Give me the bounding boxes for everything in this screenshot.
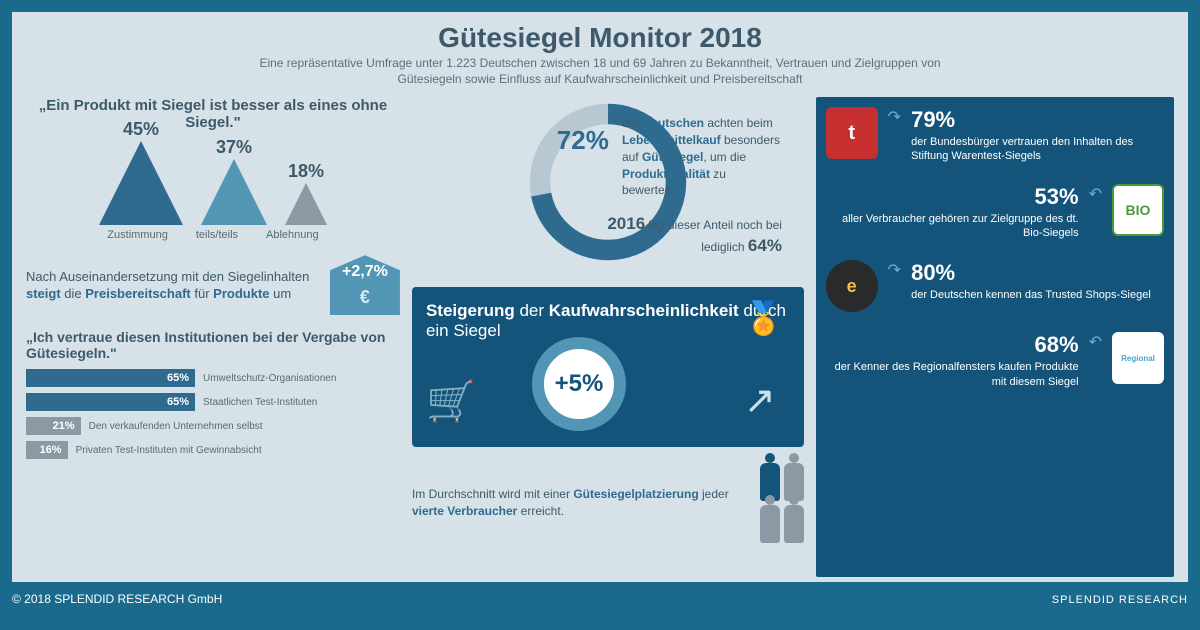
- seal-trust: e: [826, 260, 878, 312]
- page-title: Gütesiegel Monitor 2018: [26, 22, 1174, 54]
- people-icons: [760, 463, 804, 543]
- right-column: t↷79%der Bundesbürger vertrauen den Inha…: [816, 97, 1174, 577]
- footer-copyright: © 2018 SPLENDID RESEARCH GmbH: [12, 592, 222, 606]
- cart-icon: 🛒: [426, 378, 476, 425]
- trust-bars: 65%Umweltschutz-Organisationen65%Staatli…: [26, 369, 400, 459]
- center-column: 72% der Deutschen achten beim Lebensmitt…: [412, 97, 804, 577]
- seal-test: t: [826, 107, 878, 159]
- infographic-panel: Gütesiegel Monitor 2018 Eine repräsentat…: [12, 12, 1188, 582]
- person-icon: [760, 505, 780, 543]
- price-willingness: Nach Auseinandersetzung mit den Siegelin…: [26, 255, 400, 315]
- quote-1: „Ein Produkt mit Siegel ist besser als e…: [26, 97, 400, 131]
- footer-logo: SPLENDID RESEARCH: [1052, 594, 1188, 606]
- quote-2: „Ich vertraue diesen Institutionen bei d…: [26, 329, 400, 361]
- plus-five-badge: +5%: [532, 337, 626, 431]
- gauge-text: der Deutschen achten beim Lebensmittelka…: [622, 115, 782, 199]
- price-delta-icon: +2,7% €: [330, 255, 400, 315]
- left-column: „Ein Produkt mit Siegel ist besser als e…: [26, 97, 400, 577]
- ribbon-icon: 🏅: [744, 299, 784, 337]
- arrow-up-icon: ↗: [744, 378, 776, 423]
- seal-reg: Regional: [1112, 332, 1164, 384]
- purchase-likelihood-panel: Steigerung der Kaufwahrscheinlichkeit du…: [412, 287, 804, 447]
- page-subtitle: Eine repräsentative Umfrage unter 1.223 …: [240, 56, 960, 87]
- triangle-labels: Zustimmungteils/teilsAblehnung: [26, 229, 400, 241]
- triangle-chart: 45%37%18%: [26, 137, 400, 225]
- gauge-pct: 72%: [557, 125, 609, 156]
- gauge-prev: 2016 lag dieser Anteil noch bei lediglic…: [602, 213, 782, 257]
- seal-bio: BIO: [1112, 184, 1164, 236]
- reach-stat: Im Durchschnitt wird mit einer Gütesiege…: [412, 463, 804, 543]
- person-icon: [784, 505, 804, 543]
